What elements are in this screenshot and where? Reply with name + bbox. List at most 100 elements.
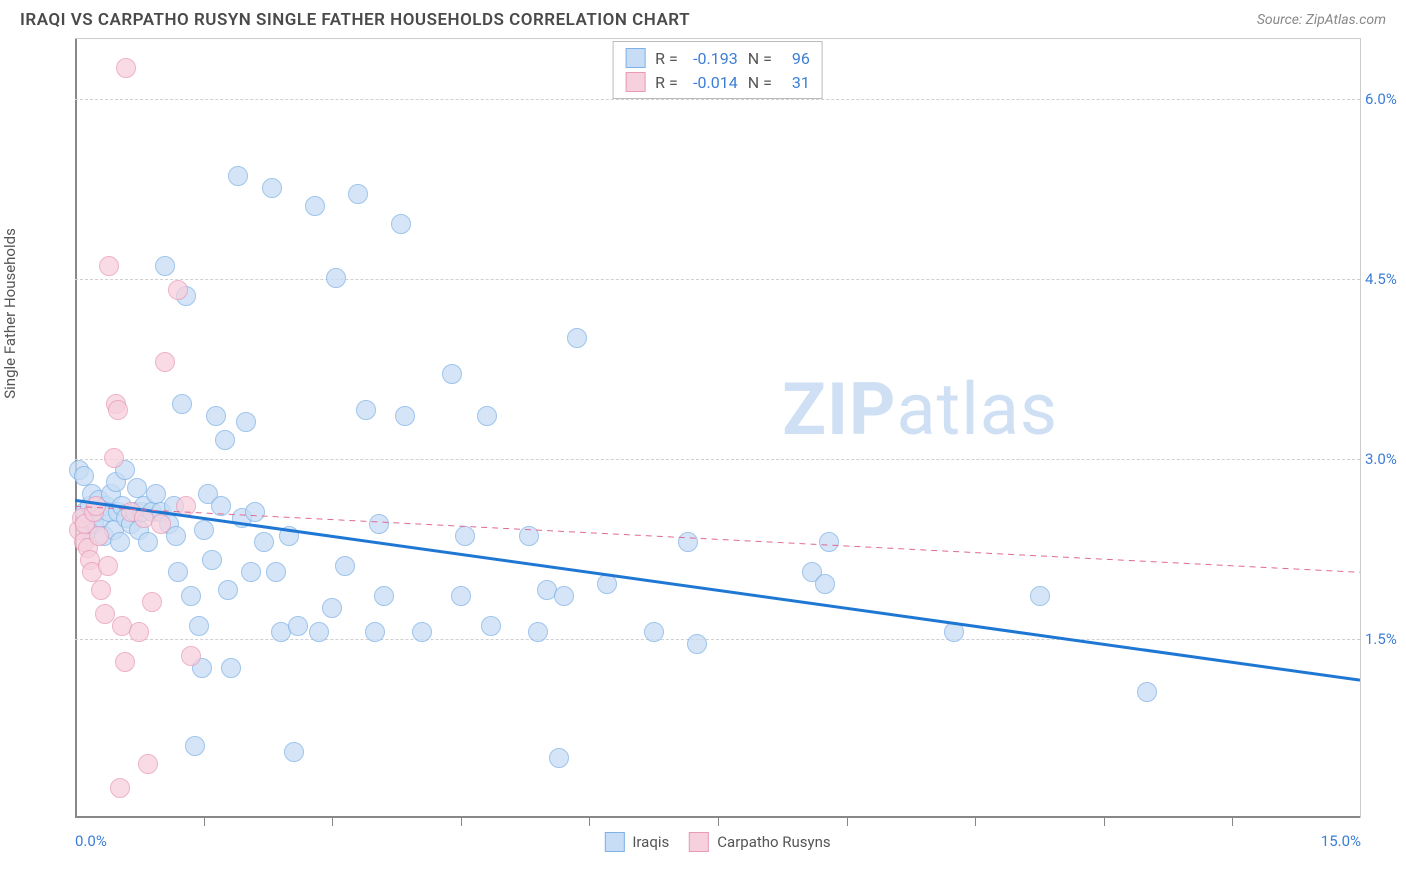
stat-n-label: N = [748, 49, 772, 68]
chart-source: Source: ZipAtlas.com [1257, 12, 1386, 28]
data-point [477, 406, 497, 426]
data-point [644, 622, 664, 642]
y-axis-line [75, 39, 77, 818]
data-point [391, 214, 411, 234]
stat-n-value: 96 [782, 49, 810, 68]
data-point [451, 586, 471, 606]
data-point [455, 526, 475, 546]
data-point [202, 550, 222, 570]
data-point [1030, 586, 1050, 606]
legend-label: Iraqis [632, 833, 669, 851]
data-point [221, 658, 241, 678]
data-point [284, 742, 304, 762]
legend-swatch [604, 832, 624, 852]
data-point [194, 520, 214, 540]
data-point [687, 634, 707, 654]
data-point [554, 586, 574, 606]
data-point [206, 406, 226, 426]
gridline [75, 459, 1360, 460]
data-point [115, 652, 135, 672]
data-point [86, 496, 106, 516]
data-point [228, 166, 248, 186]
data-point [597, 574, 617, 594]
legend-label: Carpatho Rusyns [717, 833, 830, 851]
x-tick [204, 818, 205, 826]
data-point [74, 466, 94, 486]
chart-container: Single Father Households 1.5%3.0%4.5%6.0… [20, 38, 1386, 878]
data-point [116, 58, 136, 78]
data-point [528, 622, 548, 642]
data-point [288, 616, 308, 636]
y-tick-label: 1.5% [1365, 630, 1406, 648]
data-point [481, 616, 501, 636]
data-point [412, 622, 432, 642]
data-point [110, 532, 130, 552]
watermark: ZIPatlas [782, 367, 1058, 452]
data-point [395, 406, 415, 426]
chart-title: IRAQI VS CARPATHO RUSYN SINGLE FATHER HO… [20, 10, 690, 30]
data-point [151, 514, 171, 534]
x-tick-label: 0.0% [75, 832, 107, 850]
stat-r-label: R = [655, 73, 678, 92]
data-point [155, 352, 175, 372]
data-point [138, 754, 158, 774]
legend-item: Iraqis [604, 832, 669, 852]
data-point [549, 748, 569, 768]
data-point [322, 598, 342, 618]
bottom-legend: Iraqis Carpatho Rusyns [604, 832, 830, 852]
chart-header: IRAQI VS CARPATHO RUSYN SINGLE FATHER HO… [0, 0, 1406, 38]
data-point [567, 328, 587, 348]
x-tick [975, 818, 976, 826]
data-point [241, 562, 261, 582]
y-tick-label: 6.0% [1365, 90, 1406, 108]
data-point [215, 430, 235, 450]
data-point [91, 580, 111, 600]
data-point [365, 622, 385, 642]
data-point [218, 580, 238, 600]
data-point [335, 556, 355, 576]
data-point [309, 622, 329, 642]
legend-swatch [689, 832, 709, 852]
y-tick-label: 4.5% [1365, 270, 1406, 288]
data-point [944, 622, 964, 642]
data-point [279, 526, 299, 546]
data-point [374, 586, 394, 606]
trend-line [75, 500, 1360, 680]
x-tick [847, 818, 848, 826]
stat-r-value: -0.193 [688, 49, 738, 68]
data-point [678, 532, 698, 552]
legend-swatch [625, 72, 645, 92]
data-point [181, 646, 201, 666]
data-point [305, 196, 325, 216]
data-point [189, 616, 209, 636]
y-tick-label: 3.0% [1365, 450, 1406, 468]
data-point [138, 532, 158, 552]
data-point [176, 496, 196, 516]
data-point [819, 532, 839, 552]
gridline [75, 279, 1360, 280]
data-point [348, 184, 368, 204]
stat-r-label: R = [655, 49, 678, 68]
data-point [129, 622, 149, 642]
x-tick [718, 818, 719, 826]
x-tick [1104, 818, 1105, 826]
data-point [168, 562, 188, 582]
data-point [168, 280, 188, 300]
data-point [262, 178, 282, 198]
x-tick [461, 818, 462, 826]
stats-row: R = -0.193 N = 96 [625, 46, 810, 70]
data-point [211, 496, 231, 516]
data-point [236, 412, 256, 432]
data-point [326, 268, 346, 288]
data-point [110, 778, 130, 798]
data-point [245, 502, 265, 522]
stat-r-value: -0.014 [688, 73, 738, 92]
data-point [104, 448, 124, 468]
stats-box: R =-0.193N =96R =-0.014N =31 [612, 41, 823, 99]
data-point [442, 364, 462, 384]
legend-swatch [625, 48, 645, 68]
data-point [89, 526, 109, 546]
data-point [519, 526, 539, 546]
data-point [185, 736, 205, 756]
data-point [172, 394, 192, 414]
